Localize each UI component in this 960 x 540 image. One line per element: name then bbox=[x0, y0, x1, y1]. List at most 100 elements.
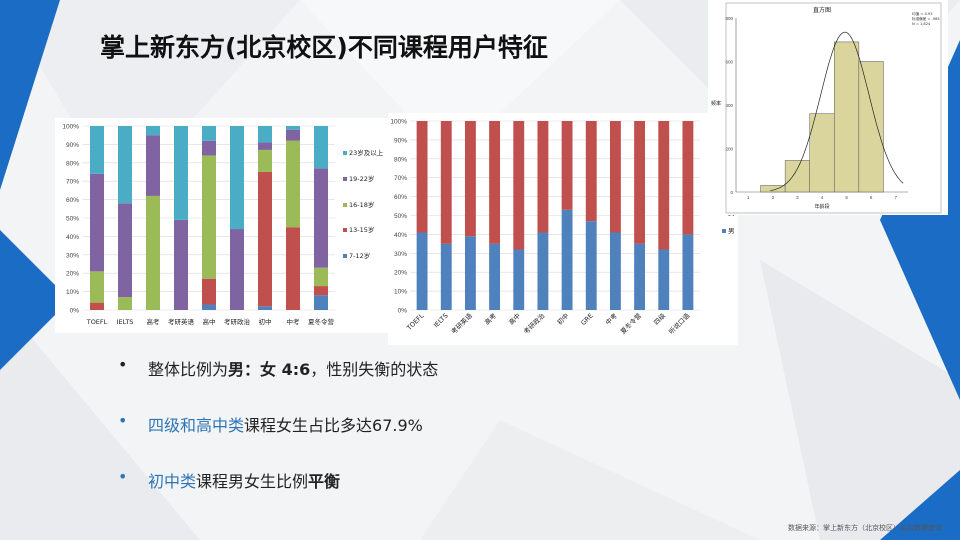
histogram-bar bbox=[809, 113, 835, 193]
bullet-text: 整体比例为 bbox=[148, 360, 229, 379]
bottom-right-accent bbox=[880, 470, 960, 540]
normal-curve bbox=[770, 31, 904, 191]
x-tick-label: 高中 bbox=[507, 311, 523, 327]
x-tick-label: 高考 bbox=[482, 311, 498, 327]
bar-segment bbox=[258, 149, 272, 172]
legend-label: 13-15岁 bbox=[349, 225, 374, 234]
y-tick-label: 0 bbox=[730, 190, 733, 195]
bar-segment bbox=[561, 209, 573, 310]
x-tick-label: 中考 bbox=[287, 317, 301, 326]
x-tick-label: 夏冬令营 bbox=[618, 311, 643, 336]
bar-segment bbox=[537, 121, 549, 233]
bar-segment bbox=[202, 155, 216, 279]
legend-swatch bbox=[343, 203, 347, 207]
bar-segment bbox=[658, 249, 670, 310]
bar-segment bbox=[202, 278, 216, 305]
x-tick-label: 高中 bbox=[203, 317, 216, 326]
bar-segment bbox=[258, 172, 272, 307]
legend-swatch bbox=[343, 254, 347, 258]
x-axis-label: 年龄段 bbox=[814, 203, 829, 210]
x-tick-label: 考研政治 bbox=[522, 311, 547, 336]
x-tick-label: 考研英语 bbox=[449, 311, 474, 336]
bar-segment bbox=[634, 121, 646, 244]
x-tick-label: 中考 bbox=[603, 311, 619, 327]
bullet-text-bold: 平衡 bbox=[308, 472, 341, 491]
x-tick-label: IELTS bbox=[117, 318, 134, 326]
bar-segment bbox=[314, 267, 328, 287]
slide-title: 掌上新东方(北京校区)不同课程用户特征 bbox=[100, 33, 548, 62]
x-tick-label: 听说口语 bbox=[667, 311, 692, 336]
x-tick-label: 四级 bbox=[652, 311, 668, 327]
histogram-bar bbox=[834, 41, 860, 193]
bar-segment bbox=[464, 121, 476, 237]
bar-segment bbox=[658, 121, 670, 250]
bar-segment bbox=[90, 126, 104, 174]
bullet-dot-icon: • bbox=[118, 467, 128, 486]
x-tick-label: 3 bbox=[796, 195, 799, 200]
bullet-dot-icon: • bbox=[118, 411, 128, 430]
y-tick-label: 50% bbox=[66, 216, 79, 223]
bullet-text: ，性别失衡的状态 bbox=[310, 360, 439, 379]
bar-segment bbox=[146, 135, 160, 196]
age-histogram-chart: 直方图 0 200 400 600 800 1 2 3 4 5 6 7 年龄段 频率 均值 = 4.93 标准偏… bbox=[708, 0, 948, 215]
y-tick-label: 10% bbox=[66, 289, 79, 296]
y-tick-label: 90% bbox=[394, 137, 407, 144]
bar-segment bbox=[230, 126, 244, 230]
y-tick-label: 70% bbox=[394, 175, 407, 182]
y-tick-label: 90% bbox=[66, 142, 79, 149]
bar-segment bbox=[314, 286, 328, 296]
bar-segment bbox=[314, 295, 328, 310]
bar-segment bbox=[118, 297, 132, 310]
y-tick-label: 20% bbox=[394, 270, 407, 277]
bar-segment bbox=[90, 173, 104, 272]
bar-segment bbox=[174, 219, 188, 310]
y-tick-label: 100% bbox=[390, 119, 407, 126]
y-tick-label: 70% bbox=[66, 179, 79, 186]
legend-swatch bbox=[343, 177, 347, 181]
gender-distribution-chart: 0% 10% 20% 30% 40% 50% 60% 70% 80% 90% 100% TOEFL IE… bbox=[388, 113, 738, 345]
stats-text: 均值 = 4.93 bbox=[912, 11, 933, 16]
histogram-bar bbox=[784, 160, 810, 193]
legend-label: 7-12岁 bbox=[349, 251, 370, 260]
bar-segment bbox=[585, 121, 597, 222]
y-tick-label: 200 bbox=[725, 147, 733, 152]
bar-segment bbox=[202, 140, 216, 156]
chart-title: 直方图 bbox=[813, 6, 831, 14]
bar-segment bbox=[314, 168, 328, 268]
bullet-text: 课程女生占比多达67.9% bbox=[244, 416, 423, 435]
bar-segment bbox=[682, 121, 694, 235]
y-tick-label: 600 bbox=[725, 60, 733, 65]
age-distribution-chart: 0% 10% 20% 30% 40% 50% 60% 70% 80% 90% 100% TOEFL IE… bbox=[55, 118, 390, 333]
bar-segment bbox=[585, 221, 597, 310]
y-tick-label: 60% bbox=[394, 194, 407, 201]
bar-segment bbox=[609, 232, 621, 310]
bar-segment bbox=[202, 304, 216, 310]
y-tick-label: 80% bbox=[66, 160, 79, 167]
bar-segment bbox=[489, 121, 501, 244]
x-tick-label: 考研政治 bbox=[224, 317, 251, 326]
data-source-note: 数据来源：掌上新东方（北京校区）后台数据查询 bbox=[788, 524, 942, 532]
legend-swatch bbox=[343, 228, 347, 232]
y-tick-label: 50% bbox=[394, 213, 407, 220]
bar-segment bbox=[258, 142, 272, 150]
y-tick-label: 400 bbox=[725, 103, 733, 108]
y-tick-label: 60% bbox=[66, 197, 79, 204]
bar-segment bbox=[230, 229, 244, 310]
bullet-text-bold: 男：女 4:6 bbox=[228, 360, 311, 379]
bar-segment bbox=[416, 232, 428, 310]
legend-swatch bbox=[343, 151, 347, 155]
legend-label: 16-18岁 bbox=[349, 200, 374, 209]
y-tick-label: 80% bbox=[394, 156, 407, 163]
bar-segment bbox=[440, 121, 452, 244]
y-tick-label: 0% bbox=[398, 308, 408, 315]
y-tick-label: 0% bbox=[70, 308, 80, 315]
x-tick-label: TOEFL bbox=[405, 311, 426, 332]
histogram-bar bbox=[858, 61, 884, 193]
bar-segment bbox=[464, 236, 476, 310]
y-tick-label: 20% bbox=[66, 271, 79, 278]
bar-segment bbox=[118, 203, 132, 298]
x-tick-label: 高考 bbox=[147, 317, 161, 326]
bar-segment bbox=[416, 121, 428, 233]
bar-segment bbox=[286, 126, 300, 130]
x-tick-label: GRE bbox=[579, 312, 594, 327]
